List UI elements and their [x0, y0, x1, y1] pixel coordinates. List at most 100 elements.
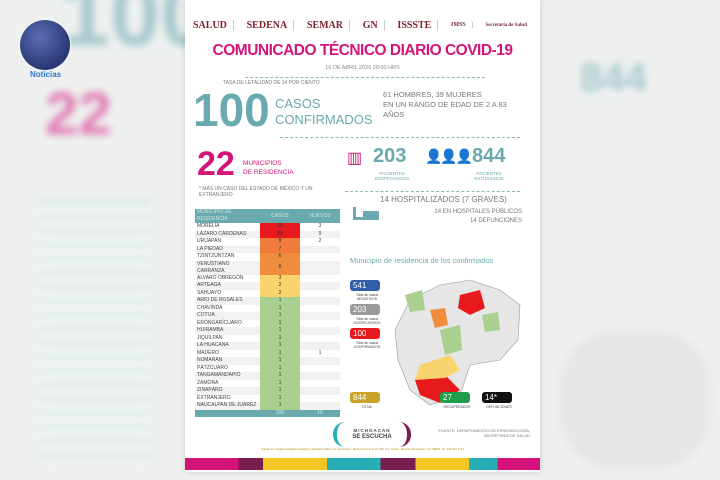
logo-sedena: SEDENA — [247, 19, 295, 31]
new-cases: 1 — [318, 349, 322, 356]
table-row: COTIJA 1 — [195, 312, 340, 320]
table-row: ERONGARÍCUARO 1 — [195, 319, 340, 328]
municipio: EXTRANJERO — [197, 394, 231, 401]
table-row: MORELIA 28 3 — [195, 223, 340, 231]
michoacan-map — [394, 279, 521, 406]
map-region-la-huacana — [440, 325, 462, 355]
municipio: LA PIEDAD — [195, 245, 260, 253]
cases: 2 — [260, 289, 300, 297]
recovered-label: RECUPERADOS — [443, 405, 471, 409]
new-cases — [300, 253, 340, 261]
total-cases: 100 — [260, 409, 300, 417]
cases: 8 — [260, 238, 300, 246]
cases: 1 — [260, 304, 300, 312]
table-row: EXTRANJERO 1 — [195, 394, 340, 403]
municipio: MADERO — [197, 349, 219, 356]
table-row: TANGAMANDAPIO 1 — [195, 372, 340, 380]
negatives-stat: 541 Total de casos NEGATIVOS — [350, 275, 384, 301]
report-date: 16 DE ABRIL 2020 20:00 HRS — [325, 65, 400, 71]
table-row: PÁTZCUARO 1 — [195, 364, 340, 372]
studied-count: 844 — [472, 145, 506, 167]
michoacan-se-escucha-logo: MICHOACÁN SE ESCUCHA — [333, 422, 411, 447]
test-tubes-icon: ▥ — [347, 150, 363, 167]
suspects-label: PACIENTES SOSPECHOSOS — [374, 171, 410, 181]
municipio: JIQUILPAN — [197, 334, 223, 341]
cases: 1 — [260, 402, 300, 410]
new-cases — [300, 282, 340, 290]
map-region-uruapan — [430, 308, 448, 328]
municipio: ZINAPÁRO — [195, 387, 260, 395]
new-cases — [300, 402, 340, 410]
logo-issste: ISSSTE — [397, 19, 439, 31]
new-cases — [300, 305, 340, 313]
divider — [345, 191, 520, 192]
deaths-label: DEFUNCIONES — [486, 405, 512, 409]
column-header: CASOS — [260, 209, 300, 223]
new-cases — [300, 380, 340, 388]
confirmed-map-label: Total de casos CONFIRMADOS — [353, 341, 381, 349]
infographic: SALUD SEDENA SEMAR GN ISSSTE IMSS Secret… — [185, 0, 540, 472]
municipio: ERONGARÍCUARO — [197, 319, 242, 326]
new-cases — [300, 275, 340, 283]
logo-gn: GN — [363, 19, 385, 31]
cases: 1 — [260, 364, 300, 372]
municipio: LA HUACANA — [195, 342, 260, 350]
new-cases — [300, 245, 340, 253]
map-title: Municipio de residencia de los confirmad… — [350, 256, 494, 265]
suspects-map-label: Total de casos SOSPECHOSOS — [353, 317, 381, 325]
news-logo — [20, 20, 70, 70]
municipios-note: * MÁS UN CASO DEL ESTADO DE MÉXICO Y UN … — [199, 186, 313, 198]
deaths-badge: 14* — [482, 392, 512, 403]
map-region-jiquilpan — [405, 290, 425, 312]
new-cases — [300, 312, 340, 320]
new-cases: 9 — [300, 230, 340, 238]
map-region-arteaga — [415, 355, 460, 380]
municipio: COTIJA — [195, 312, 260, 320]
logo-salud: SALUD — [193, 19, 234, 31]
institution-logos: SALUD SEDENA SEMAR GN ISSSTE IMSS Secret… — [193, 14, 533, 36]
municipio: TZINTZUNTZAN — [197, 253, 235, 260]
confirmed-count: 100 — [193, 84, 270, 136]
new-cases — [300, 290, 340, 298]
table-row: ZAMORA 1 — [195, 379, 340, 388]
logo-semar: SEMAR — [307, 19, 351, 31]
table-row: JIQUILPAN 1 — [195, 334, 340, 342]
divider — [245, 77, 485, 78]
divider — [280, 137, 520, 138]
cases: 1 — [260, 357, 300, 365]
total-label: TOTAL — [361, 405, 373, 409]
table-row: LA HUACANA 1 — [195, 342, 340, 350]
negatives-label: Total de casos NEGATIVOS — [355, 293, 379, 301]
map-region-madero — [482, 312, 500, 332]
cases: 1 — [260, 379, 300, 387]
table-row: ZINAPÁRO 1 — [195, 387, 340, 395]
column-header: MUNICIPIO DE RESIDENCIA — [195, 209, 260, 223]
new-cases: 3 — [318, 223, 322, 230]
total-badge: 844 — [350, 392, 380, 403]
new-cases — [300, 327, 340, 335]
cases: 1 — [260, 312, 300, 320]
new-cases — [300, 320, 340, 328]
suspects-badge: 203 — [350, 304, 380, 315]
new-cases — [300, 395, 340, 403]
cases: 1 — [260, 387, 300, 395]
bg-number: 22 — [45, 80, 112, 147]
new-cases — [300, 342, 340, 350]
cases: 3 — [260, 274, 300, 282]
new-cases — [300, 297, 340, 305]
table-row: ALVARO OBREGÓN 3 — [195, 274, 340, 283]
cases: 7 — [260, 245, 300, 253]
table-row: VENUSTIANO CARRANZA 6 — [195, 260, 340, 275]
confirmed-badge: 100 — [350, 328, 380, 339]
page-title: COMUNICADO TÉCNICO DIARIO COVID-19 — [212, 42, 513, 59]
municipio: LÁZARO CÁRDENAS — [195, 230, 260, 238]
table-row: NAUCALPAN DE JUÁREZ 1 — [195, 402, 340, 410]
table-row: CHAVINDA 1 — [195, 304, 340, 313]
cases: 1 — [260, 394, 300, 402]
municipio: HUIRAMBA — [195, 327, 260, 335]
public-hospitals: 14 EN HOSPITALES PÚBLICOS — [434, 209, 522, 215]
table-row: MADERO 1 1 — [195, 349, 340, 357]
confirmed-stat: 100 Total de casos CONFIRMADOS — [350, 323, 384, 349]
municipio: CHAVINDA — [197, 304, 223, 311]
logo-secretaria-salud: Secretaría de Salud — [485, 22, 527, 28]
